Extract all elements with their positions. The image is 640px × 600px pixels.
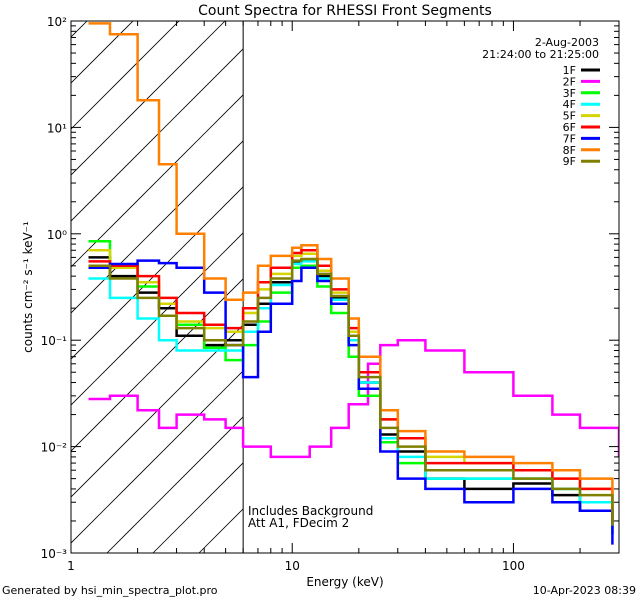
chart-title: Count Spectra for RHESSI Front Segments: [198, 3, 492, 19]
axis-ticks: [70, 21, 620, 554]
legend-label-8F: 8F: [563, 144, 576, 157]
legend-label-4F: 4F: [563, 98, 576, 111]
date-label: 2-Aug-2003: [535, 36, 599, 49]
hatch-line: [71, 140, 244, 314]
y-tick-label: 10⁻³: [41, 547, 68, 561]
y-axis-label: counts cm⁻² s⁻¹ keV⁻¹: [21, 221, 35, 353]
x-tick-label: 10: [285, 559, 300, 573]
legend-label-1F: 1F: [563, 64, 576, 77]
legend-label-6F: 6F: [563, 121, 576, 134]
series-6F: [88, 249, 614, 521]
plot-frame: [70, 20, 620, 554]
y-tick-label: 10²: [47, 15, 67, 29]
annotation-attenuator: Att A1, FDecim 2: [248, 516, 349, 530]
hatch-line: [106, 416, 244, 553]
time-range-label: 21:24:00 to 21:25:00: [482, 48, 599, 61]
hatch-line: [0, 0, 117, 553]
series-8F: [88, 22, 614, 511]
tick-labels: 1 10 100 10² 10¹ 10⁰ 10⁻¹ 10⁻² 10⁻³: [41, 15, 525, 573]
series-group: [88, 22, 619, 545]
hatch-line: [0, 0, 71, 553]
hatch-line: [71, 21, 180, 130]
hatch-line: [71, 278, 244, 452]
y-tick-label: 10¹: [47, 121, 67, 135]
y-tick-label: 10⁰: [47, 228, 67, 242]
generated-by: Generated by hsi_min_spectra_plot.pro: [2, 584, 218, 597]
footer-timestamp: 10-Apr-2023 08:39: [533, 584, 636, 597]
hatch-line: [71, 370, 244, 544]
hatch-line: [71, 48, 244, 222]
hatch-line: [71, 94, 244, 268]
series-5F: [88, 249, 614, 517]
x-axis-label: Energy (keV): [306, 575, 383, 589]
legend-label-5F: 5F: [563, 110, 576, 123]
legend-label-2F: 2F: [563, 75, 576, 88]
hatch-line: [71, 21, 226, 176]
series-9F: [88, 257, 614, 526]
series-2F: [88, 338, 619, 459]
legend-label-9F: 9F: [563, 155, 576, 168]
hatched-region: [0, 0, 244, 553]
annotation-background: Includes Background: [248, 504, 373, 518]
hatch-line: [71, 186, 244, 360]
x-tick-label: 1: [67, 559, 75, 573]
legend-label-3F: 3F: [563, 87, 576, 100]
y-tick-label: 10⁻¹: [41, 334, 68, 348]
hatch-line: [71, 324, 244, 498]
y-tick-label: 10⁻²: [41, 441, 68, 455]
legend-label-7F: 7F: [563, 132, 576, 145]
x-tick-label: 100: [502, 559, 525, 573]
